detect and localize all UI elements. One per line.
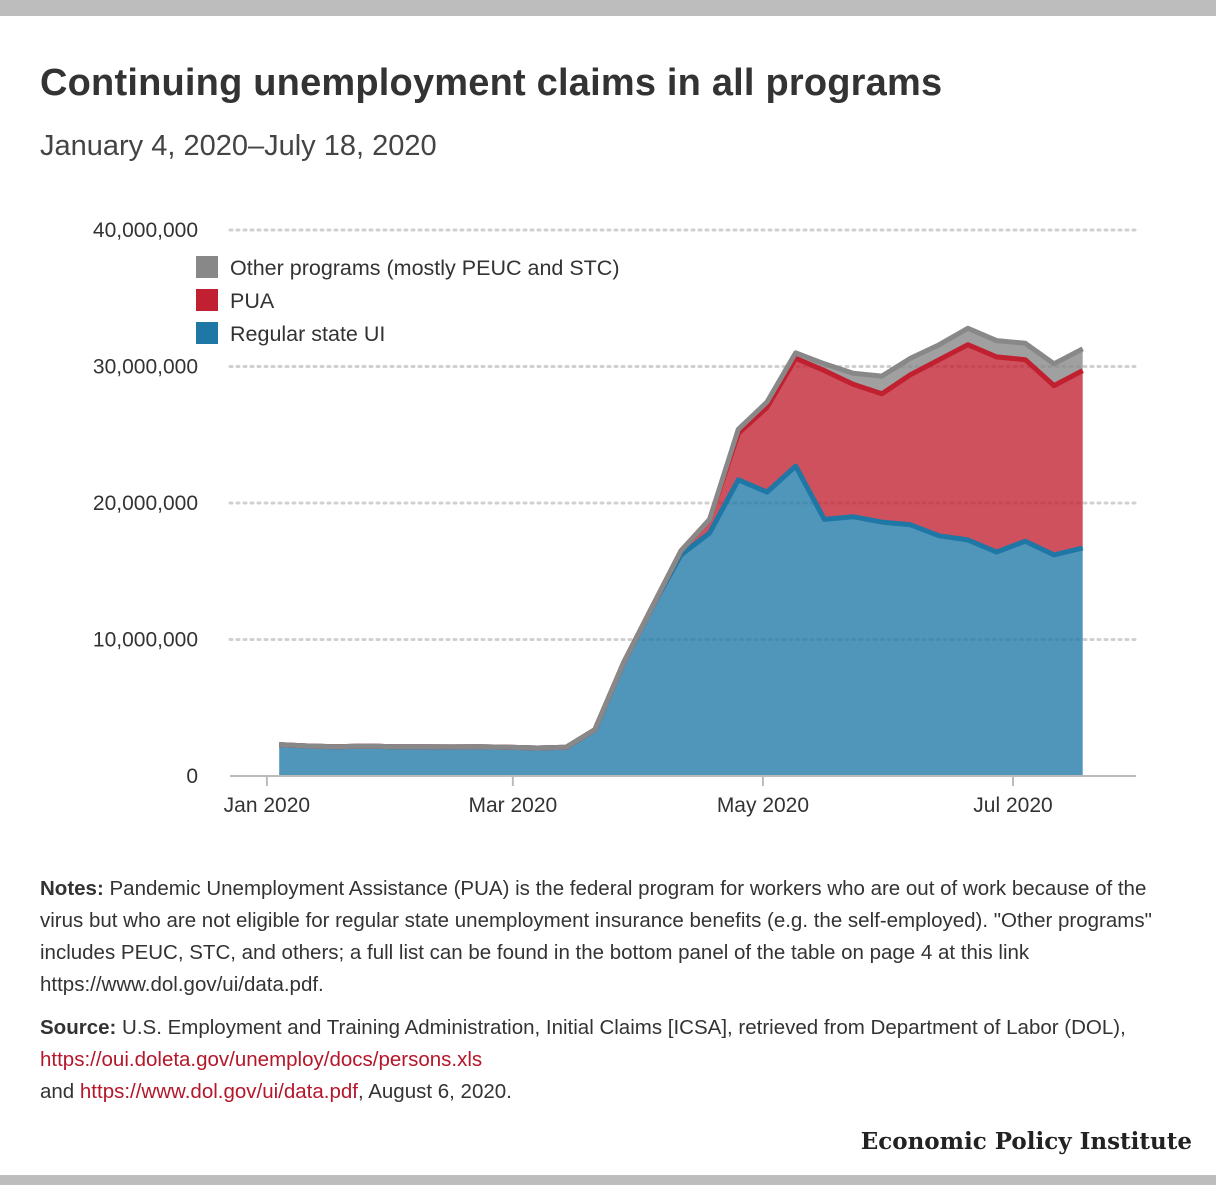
- source-link-data-pdf[interactable]: https://www.dol.gov/ui/data.pdf: [79, 1080, 358, 1103]
- x-tick-label: Jul 2020: [973, 794, 1052, 817]
- area-pua: [279, 344, 1083, 748]
- bottom-border: [0, 1175, 1216, 1185]
- source-text-1: U.S. Employment and Training Administrat…: [116, 1016, 1126, 1039]
- x-tick-label: Mar 2020: [469, 794, 558, 817]
- source-text-2: and: [40, 1080, 80, 1103]
- legend-swatch: [196, 256, 218, 278]
- legend-label: Regular state UI: [230, 322, 385, 346]
- x-tick-label: May 2020: [717, 794, 809, 817]
- notes-label: Notes:: [40, 877, 104, 900]
- legend-swatch: [196, 322, 218, 344]
- series-lines: [279, 325, 1084, 751]
- source-link-persons-xls[interactable]: https://oui.doleta.gov/unemploy/docs/per…: [40, 1048, 483, 1071]
- legend: Other programs (mostly PEUC and STC) PUA R…: [196, 256, 620, 346]
- line-other-programs-mostly-peuc-and-stc: [279, 325, 1084, 751]
- area-layers: [279, 328, 1083, 776]
- notes: Notes: Pandemic Unemployment Assistance …: [40, 873, 1170, 1001]
- legend-label: PUA: [230, 289, 275, 313]
- stacked-area-chart: 0 10,000,000 20,000,000 30,000,000 40,000,00…: [93, 219, 1138, 817]
- top-border: [0, 0, 1216, 16]
- y-tick-label: 40,000,000: [93, 219, 198, 242]
- chart-subtitle: January 4, 2020–July 18, 2020: [40, 130, 437, 162]
- area-regular-state-ui: [279, 466, 1083, 776]
- y-tick-label: 10,000,000: [93, 629, 198, 652]
- source-label: Source:: [40, 1016, 117, 1039]
- legend-label: Other programs (mostly PEUC and STC): [230, 256, 620, 280]
- notes-text: Pandemic Unemployment Assistance (PUA) i…: [40, 877, 1152, 996]
- source-text-3: , August 6, 2020.: [357, 1080, 512, 1103]
- brand-logo-text: Economic Policy Institute: [860, 1128, 1192, 1155]
- y-tick-label: 0: [186, 765, 198, 788]
- y-tick-label: 30,000,000: [93, 356, 198, 379]
- x-tick-label: Jan 2020: [224, 794, 310, 817]
- legend-swatch: [196, 289, 218, 311]
- source: Source: U.S. Employment and Training Adm…: [40, 1012, 1170, 1108]
- y-tick-label: 20,000,000: [93, 492, 198, 515]
- axes: 0 10,000,000 20,000,000 30,000,000 40,000,00…: [93, 219, 1136, 817]
- chart-title: Continuing unemployment claims in all pr…: [40, 62, 943, 104]
